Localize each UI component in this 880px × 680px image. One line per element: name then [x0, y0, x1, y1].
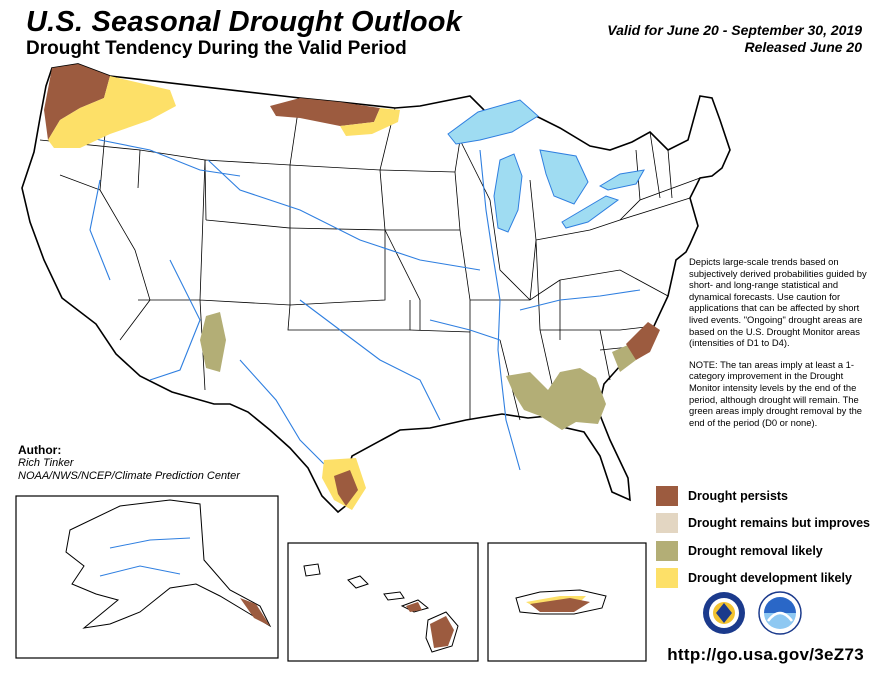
author-name: Rich Tinker: [18, 457, 74, 469]
legend-item-improves: Drought remains but improves: [656, 510, 870, 538]
lake-huron: [539, 149, 589, 205]
legend-label: Drought development likely: [688, 571, 852, 586]
legend-swatch: [656, 513, 678, 534]
new-mexico-removal: [200, 312, 226, 372]
alaska-outline: [65, 499, 272, 629]
legend-swatch: [656, 485, 678, 506]
great-lakes: [447, 99, 645, 233]
legend-item-persists: Drought persists: [656, 482, 870, 510]
legend-item-development: Drought development likely: [656, 565, 870, 593]
carolina-removal: [612, 344, 636, 372]
author-block: Author: Rich Tinker NOAA/NWS/NCEP/Climat…: [18, 444, 240, 483]
legend-label: Drought remains but improves: [688, 516, 870, 531]
lake-erie: [561, 195, 620, 229]
northern-plains-development: [340, 108, 400, 136]
lake-superior: [447, 99, 539, 145]
alaska-persists: [240, 598, 270, 626]
release-date: Released June 20: [744, 39, 862, 55]
legend-item-removal: Drought removal likely: [656, 537, 870, 565]
page-subtitle: Drought Tendency During the Valid Period: [26, 38, 407, 59]
northern-plains-persists: [270, 98, 380, 126]
southeast-removal: [506, 368, 606, 430]
legend-swatch: [656, 540, 678, 561]
pnw-development: [48, 76, 176, 148]
hawaii-persists-maui: [406, 602, 422, 612]
legend-label: Drought persists: [688, 488, 789, 503]
note-paragraph: NOTE: The tan areas imply at least a 1-c…: [689, 358, 863, 428]
lake-michigan: [493, 153, 523, 233]
hawaii-persists-big-island: [430, 616, 454, 648]
alaska-rivers: [99, 537, 191, 577]
legend-label: Drought removal likely: [688, 543, 823, 558]
puerto-rico-persists: [530, 598, 590, 612]
valid-period: Valid for June 20 - September 30, 2019 R…: [502, 22, 862, 56]
south-texas-persists: [334, 470, 358, 506]
page-title: U.S. Seasonal Drought Outlook: [26, 6, 462, 38]
state-boundaries: [39, 77, 701, 421]
lake-ontario: [598, 169, 645, 191]
noaa-logo-icon: [758, 591, 802, 635]
author-label: Author:: [18, 443, 62, 457]
legend-swatch: [656, 568, 678, 589]
legend: Drought persists Drought remains but imp…: [656, 482, 870, 592]
drought-areas: [44, 64, 660, 510]
valid-dates: Valid for June 20 - September 30, 2019: [607, 22, 862, 38]
author-org: NOAA/NWS/NCEP/Climate Prediction Center: [18, 470, 240, 482]
description-paragraph: Depicts large-scale trends based on subj…: [689, 256, 867, 349]
pnw-persists: [44, 64, 110, 140]
carolina-persists: [626, 322, 660, 360]
description: Depicts large-scale trends based on subj…: [689, 256, 869, 438]
rivers: [59, 129, 641, 471]
nws-logo-icon: [703, 592, 745, 634]
url-link[interactable]: http://go.usa.gov/3eZ73: [667, 645, 864, 664]
